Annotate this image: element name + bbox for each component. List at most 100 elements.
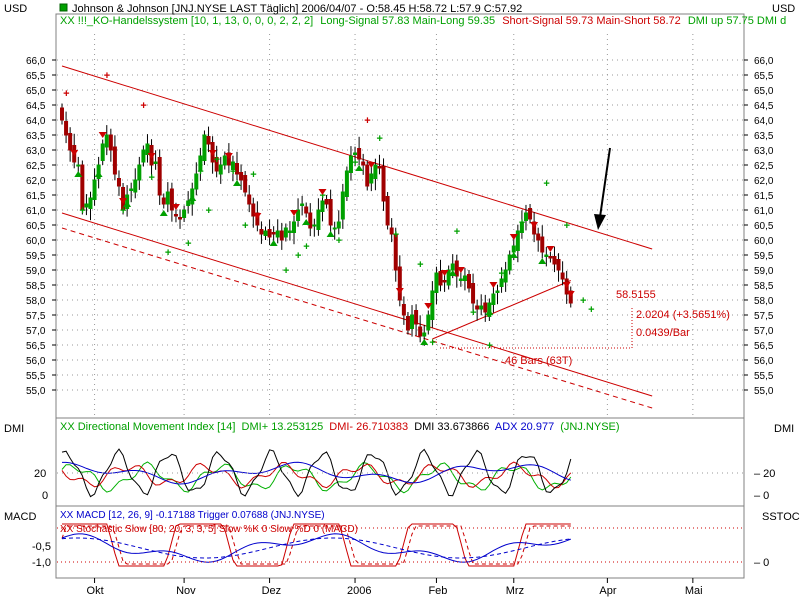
candle-body (161, 197, 166, 205)
candle-body (515, 230, 520, 251)
dmi-y-axis-right: – 20 – 0 (754, 468, 775, 502)
y-tick-label-right: 65,0 (754, 86, 774, 97)
candle-body (283, 227, 288, 238)
x-tick-label: 2006 (347, 585, 371, 597)
plus-signal-marker: + (429, 337, 435, 349)
y-tick-label-left: 64,0 (26, 116, 46, 127)
candle-body (112, 146, 117, 175)
sell-triangle-marker (562, 282, 571, 288)
plus-signal-marker: + (454, 226, 460, 238)
candle-body (68, 133, 73, 151)
candle-body (511, 245, 516, 253)
plus-signal-marker: + (104, 70, 110, 82)
candle-body (454, 260, 459, 277)
candle-body (308, 212, 313, 229)
candle-body (401, 304, 406, 316)
dmi-symbol: (JNJ.NYSE) (560, 421, 619, 433)
candle-body (405, 316, 410, 331)
buy-triangle-marker (355, 165, 364, 171)
left-unit-label: USD (4, 3, 27, 15)
plus-signal-marker: + (250, 169, 256, 181)
x-tick-label: Mrz (506, 585, 524, 597)
candle-body (145, 143, 150, 155)
regression-channel (61, 65, 653, 409)
plus-signal-marker: + (230, 166, 236, 178)
header-title: Johnson & Johnson [JNJ.NYSE LAST Täglich… (72, 3, 522, 15)
candle-body (76, 164, 81, 167)
x-tick-label: Mai (685, 585, 703, 597)
x-tick-label: Apr (599, 585, 616, 597)
candle-body (291, 221, 296, 233)
dmi-minus-line (61, 461, 572, 489)
buy-triangle-marker (420, 339, 429, 345)
y-tick-label-left: 58,5 (26, 281, 46, 292)
candle-body (271, 232, 276, 235)
y-tick-label-right: 64,0 (754, 116, 774, 127)
plus-signal-marker: + (580, 295, 586, 307)
y-tick-label-right: 55,5 (754, 371, 774, 382)
candle-body (389, 227, 394, 235)
dmi-left-label: DMI (4, 423, 24, 435)
y-tick-label-right: 62,0 (754, 176, 774, 187)
y-tick-label-left: 61,5 (26, 191, 46, 202)
plus-signal-marker: + (295, 250, 301, 262)
candle-body (259, 229, 264, 235)
macd-panel-frame (55, 505, 745, 579)
candle-body (202, 134, 207, 161)
candle-body (116, 178, 121, 187)
candle-body (141, 149, 146, 163)
plus-signal-marker: + (165, 247, 171, 259)
candle-body (471, 283, 476, 304)
candle-body (381, 166, 386, 202)
long-signal-text: Long-Signal 57.83 Main-Long 59.35 (320, 15, 495, 27)
candle-body (336, 221, 341, 229)
candle-body (414, 310, 419, 325)
x-tick-label: Dez (262, 585, 282, 597)
candle-body (438, 271, 443, 286)
candle-body (430, 290, 435, 320)
candle-body (503, 269, 508, 283)
plus-signal-marker: + (120, 205, 126, 217)
y-tick-label-left: 63,5 (26, 131, 46, 142)
macd-trigger-line (61, 537, 571, 559)
buy-triangle-marker (74, 171, 83, 177)
candle-body (434, 272, 439, 293)
candle-body (499, 278, 504, 287)
plus-signal-marker: + (140, 100, 146, 112)
candle-body (251, 203, 256, 217)
y-tick-label-left: 62,5 (26, 161, 46, 172)
candle-body (365, 164, 370, 187)
sell-triangle-marker (171, 204, 180, 210)
y-tick-label-right: 59,0 (754, 266, 774, 277)
candle-body (80, 164, 85, 211)
candle-body (446, 269, 451, 286)
candle-body (165, 191, 170, 205)
y-tick-label-left: 66,0 (26, 56, 46, 67)
signal-markers: ++++++++++++++++++++++++++++++++++ (63, 70, 594, 352)
candle-body (218, 164, 223, 175)
y-tick-label-right: 60,5 (754, 221, 774, 232)
plus-signal-marker: + (499, 268, 505, 280)
candle-body (377, 166, 382, 169)
stoch-legend: XX Stochastic Slow [80, 20, 3, 3, 5] Slo… (60, 524, 358, 535)
candle-body (235, 163, 240, 175)
candle-body (108, 134, 113, 151)
candle-body (467, 274, 471, 289)
y-tick-label-left: 55,5 (26, 371, 46, 382)
y-tick-label-left: 60,0 (26, 236, 46, 247)
y-tick-label-right: 65,5 (754, 71, 774, 82)
y-tick-label-left: 65,0 (26, 86, 46, 97)
y-tick-label-right: 63,0 (754, 146, 774, 157)
trend-line (432, 280, 571, 340)
candle-body (479, 305, 484, 310)
candle-body (332, 227, 337, 230)
candle-body (528, 208, 533, 220)
candle-body (275, 230, 280, 238)
channel-mid-dashed-line (61, 227, 653, 409)
candle-body (60, 107, 64, 121)
y-tick-label-left: 59,5 (26, 251, 46, 262)
dmi-tick-0-left: 0 (42, 490, 48, 502)
candle-body (198, 155, 203, 172)
price-grid (57, 34, 743, 416)
candle-body (357, 148, 362, 160)
